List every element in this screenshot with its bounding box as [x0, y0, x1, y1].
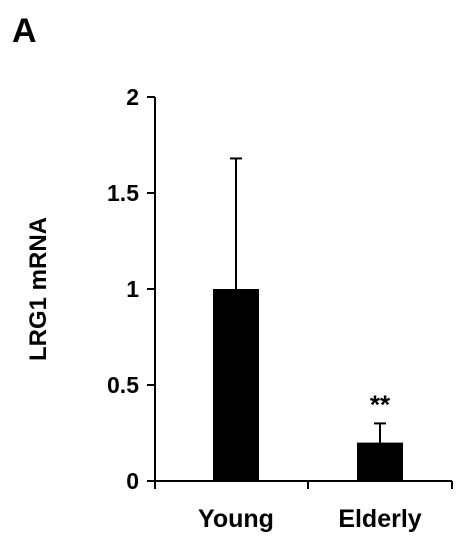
bars: [213, 157, 403, 481]
labels: 0 0.5 1 1.5 2 Young ** Elderly LRG1 mRNA: [25, 84, 422, 533]
y-tick-label: 2: [126, 84, 139, 110]
y-tick-label: 1.5: [107, 180, 139, 206]
y-tick-label: 0.5: [107, 372, 139, 398]
bar: [357, 442, 403, 481]
panel-label: A: [12, 12, 37, 50]
x-category-label: Young: [198, 505, 274, 533]
bar: [213, 289, 259, 481]
y-axis-title: LRG1 mRNA: [25, 217, 52, 361]
y-tick-label: 0: [126, 468, 139, 494]
axes: [147, 96, 453, 489]
x-category-label: Elderly: [338, 505, 421, 533]
significance-annotation: **: [370, 389, 391, 419]
y-tick-label: 1: [126, 276, 139, 302]
